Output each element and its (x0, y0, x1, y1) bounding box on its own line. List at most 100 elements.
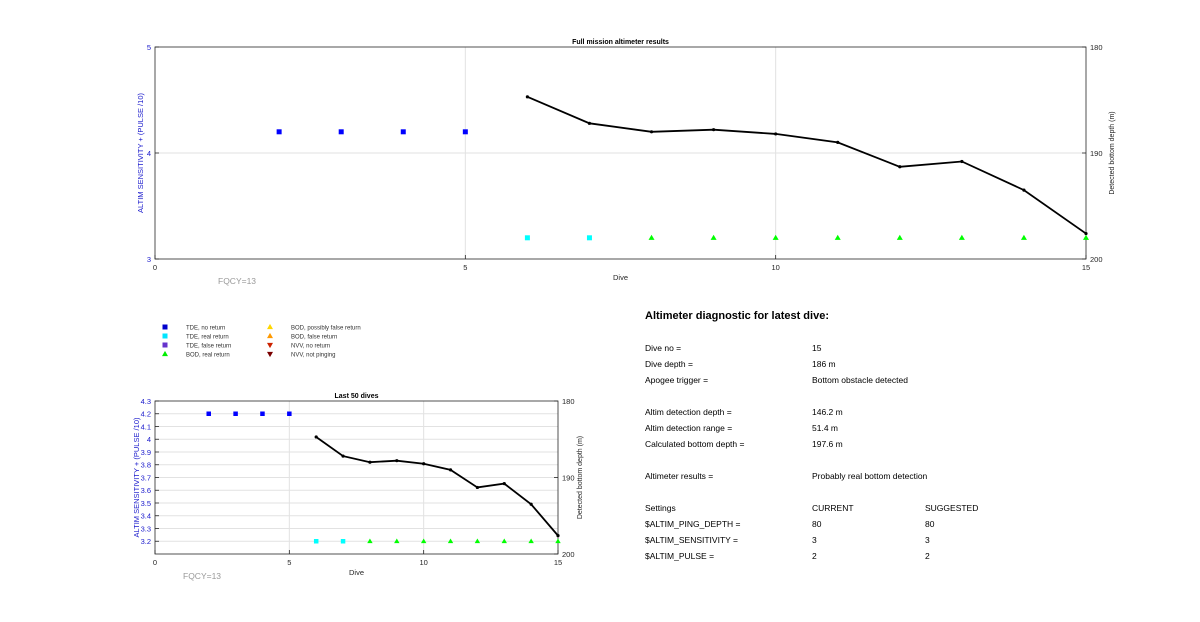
bottom-depth-point (422, 462, 426, 466)
x-tick-label: 0 (153, 263, 157, 272)
current-header: CURRENT (812, 503, 854, 513)
bottom-depth-point (960, 159, 964, 164)
y-tick-label-left: 3.6 (141, 486, 151, 495)
x-tick-label: 5 (463, 263, 467, 272)
det-range-label: Altim detection range = (645, 423, 733, 433)
fqcy-annotation: FQCY=13 (218, 276, 256, 286)
suggested-header: SUGGESTED (925, 503, 979, 513)
y-tick-label-left: 3.7 (141, 473, 151, 482)
bottom-depth-line (315, 436, 559, 537)
diagnostic-panel: Altimeter diagnostic for latest dive: Di… (645, 310, 1165, 567)
y-axis-label-left: ALTIM SENSITIVITY + (PULSE /10) (132, 417, 141, 537)
chart-title: Last 50 dives (335, 393, 379, 400)
bottom-depth-point (502, 482, 506, 486)
tde-no-return-marker (400, 129, 406, 135)
bottom-depth-point (774, 132, 778, 136)
legend: TDE, no return TDE, real return TDE, false… (162, 323, 361, 358)
y-tick-label-right: 200 (1090, 255, 1103, 264)
x-tick-label: 0 (153, 558, 157, 567)
tde-real-return-marker (586, 235, 592, 241)
bod-real-return-marker (420, 538, 427, 544)
tde-real-return-marker (340, 539, 346, 544)
det-depth-label: Altim detection depth = (645, 407, 732, 417)
bod-real-return-marker (710, 234, 717, 240)
diag-row-det-depth: Altim detection depth = 146.2 m (645, 407, 1165, 423)
bottom-depth-point (368, 460, 372, 464)
y-tick-label-left: 3.4 (141, 512, 151, 521)
y-tick-label-left: 3 (147, 255, 151, 264)
setting-name: $ALTIM_SENSITIVITY = (645, 535, 738, 545)
bod-real-return-marker (1020, 234, 1027, 240)
bottom-depth-point (475, 485, 479, 490)
setting-current: 80 (812, 519, 822, 529)
bottom-depth-point (314, 435, 318, 439)
legend-marker-bod-false-return (267, 332, 273, 339)
diagnostic-title: Altimeter diagnostic for latest dive: (645, 310, 829, 322)
bottom-depth-point (587, 121, 592, 125)
y-tick-label-right: 190 (1090, 149, 1103, 158)
y-tick-label-left: 3.3 (141, 524, 151, 533)
legend-label: BOD, possibly false return (291, 325, 361, 331)
x-tick-label: 10 (771, 263, 779, 272)
dive-no-label: Dive no = (645, 343, 682, 353)
diag-row-dive-depth: Dive depth = 186 m (645, 359, 1165, 375)
tde-real-return-marker (313, 539, 319, 544)
tde-no-return-marker (462, 129, 468, 135)
x-tick-label: 15 (554, 558, 562, 567)
bottom-depth-line (527, 95, 1087, 235)
legend-label: TDE, no return (186, 325, 225, 331)
chart-full-mission: 0 5 10 15 3 4 5 180 190 200 Full mission altimeter… (136, 39, 1116, 286)
bod-real-return-marker (958, 234, 965, 240)
legend-marker-bod-possibly-false-return (267, 323, 273, 330)
setting-row: $ALTIM_PING_DEPTH = 80 80 (645, 519, 1165, 535)
setting-suggested: 2 (925, 551, 930, 561)
setting-row: $ALTIM_PULSE = 2 2 (645, 551, 1165, 567)
dive-depth-label: Dive depth = (645, 359, 693, 369)
bod-real-return-marker (367, 538, 373, 544)
setting-name: $ALTIM_PULSE = (645, 551, 715, 561)
diag-row-results: Altimeter results = Probably real bottom… (645, 471, 1165, 487)
legend-label: BOD, false return (291, 334, 337, 340)
det-range-value: 51.4 m (812, 423, 838, 433)
tde-no-return-marker (287, 411, 292, 416)
calc-depth-value: 197.6 m (812, 439, 843, 449)
setting-suggested: 3 (925, 535, 930, 545)
legend-label: BOD, real return (186, 352, 230, 358)
y-tick-label-left: 3.9 (141, 448, 151, 457)
legend-marker-tde-no-return (162, 324, 168, 330)
bod-real-return-marker (501, 538, 507, 544)
bod-real-return-marker (772, 234, 779, 240)
legend-label: TDE, real return (186, 334, 229, 340)
x-axis-label: Dive (613, 273, 628, 282)
settings-label: Settings (645, 503, 676, 513)
diag-row-dive-no: Dive no = 15 (645, 343, 1165, 359)
apogee-label: Apogee trigger = (645, 375, 709, 385)
results-label: Altimeter results = (645, 471, 714, 481)
dive-no-value: 15 (812, 343, 822, 353)
legend-marker-bod-real-return (162, 350, 168, 357)
y-tick-label-left: 5 (147, 43, 151, 52)
bod-real-return-marker (447, 538, 454, 544)
bottom-depth-point (898, 165, 902, 169)
y-tick-label-left: 4.3 (141, 397, 151, 406)
setting-row: $ALTIM_SENSITIVITY = 3 3 (645, 535, 1165, 551)
legend-marker-nvv-no-return (267, 342, 273, 349)
y-tick-label-right: 180 (1090, 43, 1103, 52)
y-tick-label-right: 180 (562, 397, 575, 406)
y-tick-label-left: 4 (147, 149, 151, 158)
bod-real-return-marker (394, 538, 400, 544)
chart-title: Full mission altimeter results (572, 39, 669, 46)
y-tick-label-left: 3.8 (141, 461, 151, 470)
setting-current: 2 (812, 551, 817, 561)
x-axis-label: Dive (349, 568, 364, 577)
diag-row-apogee: Apogee trigger = Bottom obstacle detecte… (645, 375, 1165, 391)
y-tick-label-right: 190 (562, 473, 575, 482)
bod-real-return-marker (555, 538, 561, 544)
bottom-depth-point (1084, 231, 1088, 236)
y-axis-label-right: Detected bottom depth (m) (577, 436, 584, 519)
setting-name: $ALTIM_PING_DEPTH = (645, 519, 741, 529)
legend-marker-tde-real-return (162, 333, 168, 339)
dive-depth-value: 186 m (812, 359, 836, 369)
bottom-depth-point (1022, 188, 1026, 192)
